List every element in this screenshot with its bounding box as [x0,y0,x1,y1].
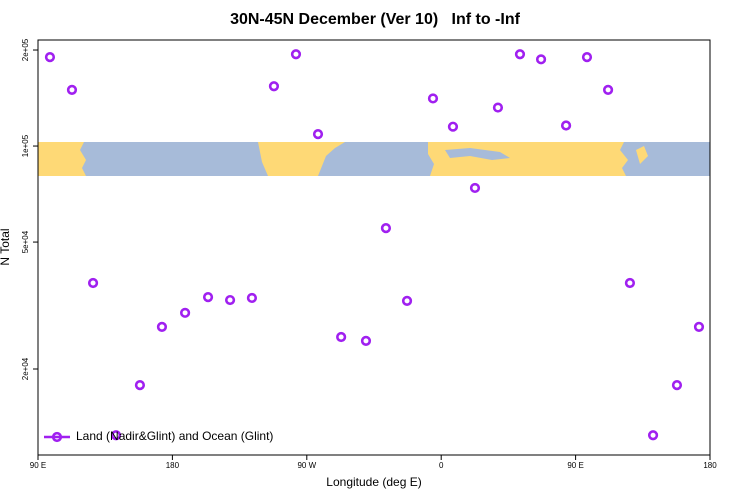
point [290,49,302,60]
map-sea [445,148,510,160]
point [492,102,504,113]
point [624,277,636,289]
point [268,81,280,92]
point [110,430,122,441]
point [560,120,572,131]
y-axis-label: N Total [0,228,12,265]
map-land [38,142,86,176]
legend-label: Land (Nadir&Glint) and Ocean (Glint) [76,429,273,443]
y-tick-label: 5e+04 [21,230,30,253]
point [202,292,214,303]
point [535,54,547,65]
point [44,52,56,63]
y-tick-label: 1e+05 [21,134,30,157]
x-tick-label: 90 E [567,461,583,470]
point [224,294,236,306]
point [156,321,168,333]
point [312,129,324,140]
point [447,121,459,132]
point [469,182,481,194]
x-tick-label: 180 [166,461,180,470]
point [179,307,191,318]
map-land [258,142,345,176]
map-land [636,146,648,164]
x-tick-label: 0 [439,461,444,470]
point [246,292,258,304]
map-land [428,142,628,176]
y-tick-label: 2e+04 [21,357,30,380]
point [87,277,99,289]
point [602,84,614,95]
point [66,84,78,95]
point [693,321,705,333]
y-tick-label: 2e+05 [21,38,30,61]
point [671,380,683,391]
point [514,49,526,60]
point [134,380,146,391]
point [401,295,413,306]
x-tick-label: 90 E [30,461,46,470]
chart-title: 30N-45N December (Ver 10) Inf to -Inf [230,11,521,28]
x-axis-label: Longitude (deg E) [326,475,421,489]
legend-marker [51,431,63,443]
point [360,335,372,346]
x-tick-label: 180 [703,461,717,470]
point [427,93,439,104]
map-band [38,142,710,176]
plot-frame [37,39,711,456]
point [647,430,659,441]
point [336,331,347,343]
point [581,52,593,63]
point [380,223,392,234]
x-tick-label: 90 W [297,461,316,470]
